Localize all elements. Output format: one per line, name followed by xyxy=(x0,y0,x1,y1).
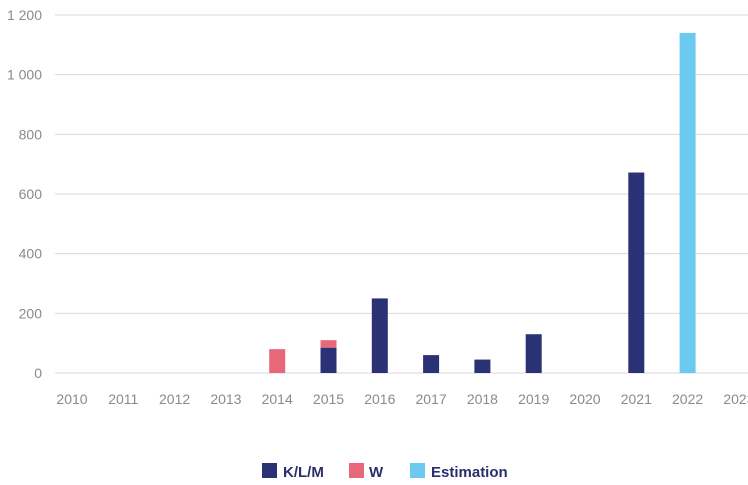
bars xyxy=(269,32,696,374)
legend-label: K/L/M xyxy=(283,464,324,481)
x-tick-label: 2013 xyxy=(210,391,241,407)
y-tick-label: 0 xyxy=(34,365,42,381)
y-tick-label: 400 xyxy=(19,246,43,262)
x-tick-label: 2012 xyxy=(159,391,190,407)
x-tick-label: 2016 xyxy=(364,391,395,407)
y-tick-label: 600 xyxy=(19,186,43,202)
bar-w-2015 xyxy=(320,340,337,348)
gridlines xyxy=(55,14,748,374)
y-axis-ticks: 0 200 400 600 800 1 000 1 200 xyxy=(7,7,42,381)
x-tick-label: 2010 xyxy=(56,391,87,407)
bar-w-2014 xyxy=(269,349,286,373)
bar-k-l-m-2018 xyxy=(474,359,491,373)
legend-swatch xyxy=(262,463,277,478)
y-tick-label: 800 xyxy=(19,126,43,142)
legend-swatch xyxy=(349,463,364,478)
bar-k-l-m-2015 xyxy=(320,347,337,373)
y-tick-label: 1 200 xyxy=(7,7,42,23)
x-tick-label: 2017 xyxy=(416,391,447,407)
x-tick-label: 2020 xyxy=(569,391,600,407)
legend-label: W xyxy=(369,464,384,481)
bar-estimation-2022 xyxy=(679,32,696,374)
legend-label: Estimation xyxy=(431,464,508,481)
legend-swatch xyxy=(410,463,425,478)
x-tick-label: 2014 xyxy=(262,391,293,407)
x-tick-label: 2018 xyxy=(467,391,498,407)
x-tick-label: 2023 xyxy=(723,391,748,407)
bar-k-l-m-2017 xyxy=(423,355,440,373)
bar-k-l-m-2021 xyxy=(628,172,645,373)
x-tick-label: 2011 xyxy=(108,391,138,407)
y-tick-label: 200 xyxy=(19,305,43,321)
x-tick-label: 2022 xyxy=(672,391,703,407)
y-tick-label: 1 000 xyxy=(7,67,42,83)
x-tick-label: 2015 xyxy=(313,391,344,407)
bar-k-l-m-2016 xyxy=(371,298,388,373)
bar-k-l-m-2019 xyxy=(525,334,542,373)
legend: K/L/M W Estimation xyxy=(262,463,508,481)
x-tick-label: 2021 xyxy=(621,391,652,407)
x-tick-label: 2019 xyxy=(518,391,549,407)
x-axis-ticks: 2010 2011 2012 2013 2014 2015 2016 2017 2018 2019… xyxy=(56,391,748,407)
